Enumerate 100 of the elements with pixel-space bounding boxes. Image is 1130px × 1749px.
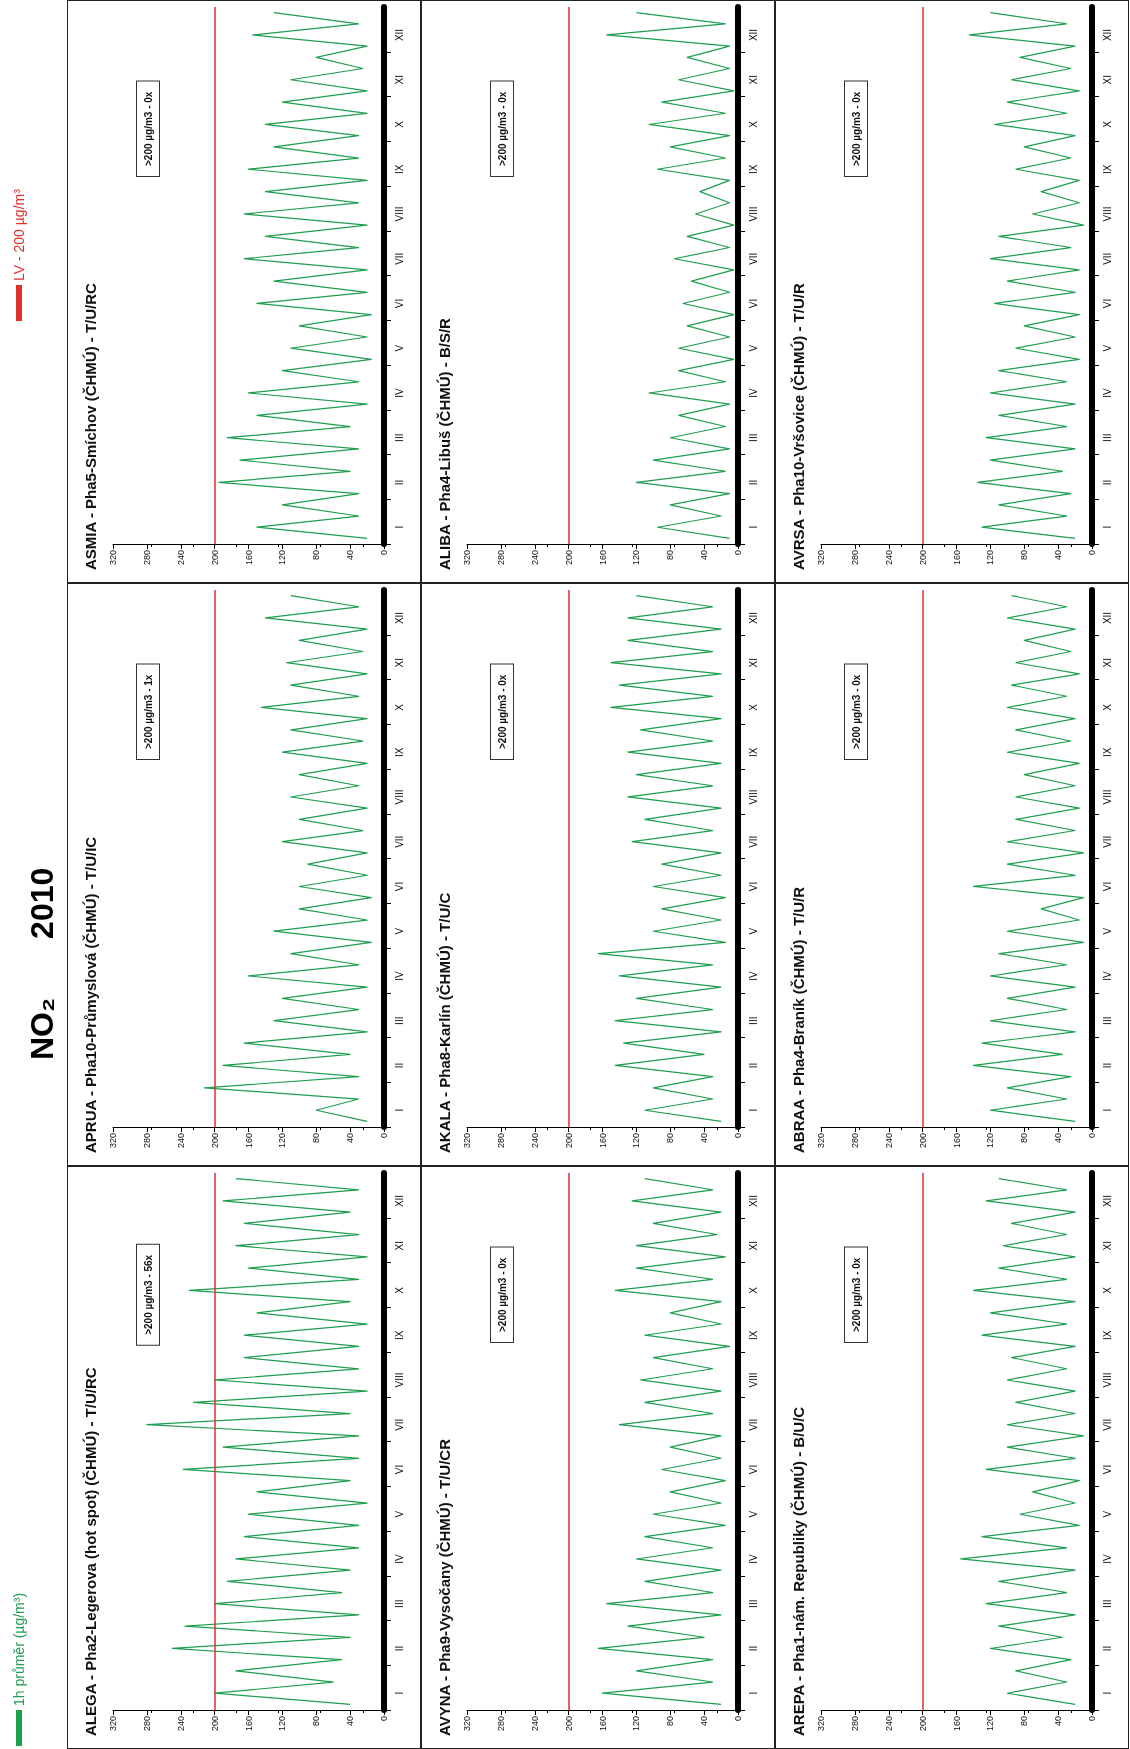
y-tick-label: IV <box>747 970 759 981</box>
x-tick-label: 320 <box>816 1716 826 1732</box>
y-tick-label: V <box>747 1510 759 1518</box>
x-tick-label: 40 <box>699 550 710 561</box>
y-tick-label: IV <box>393 970 405 981</box>
y-tick-label: I <box>393 525 405 529</box>
text: 1h průměr (µg/m³) <box>10 1592 28 1706</box>
x-tick-label: 80 <box>665 1133 676 1144</box>
x-tick-label: 0 <box>733 1133 743 1139</box>
x-tick-label: 320 <box>462 550 472 566</box>
text: ASMIA - Pha5-Smíchov (ČHMÚ) - T/U/RC <box>81 282 99 570</box>
y-tick-label: XII <box>393 611 405 625</box>
y-tick-label: XI <box>393 657 405 668</box>
y-tick-label: VI <box>393 1464 405 1475</box>
y-tick-label: IX <box>747 1330 759 1340</box>
y-tick-label: IX <box>1101 164 1113 174</box>
y-tick-label: V <box>393 344 405 352</box>
y-tick-label: II <box>393 1062 405 1069</box>
y-tick-label: VIII <box>1101 1372 1113 1388</box>
chart-subtitle: NO₂ 2010 <box>23 867 61 1060</box>
x-tick-label: 80 <box>311 1133 322 1144</box>
y-tick-label: III <box>1101 1599 1113 1608</box>
annotation: >200 µg/m3 - 0x <box>850 674 862 750</box>
x-tick-label: 200 <box>563 1716 574 1732</box>
y-tick-label: VIII <box>393 206 405 222</box>
x-tick-label: 240 <box>883 550 894 566</box>
y-tick-label: XI <box>747 1240 759 1251</box>
y-tick-label: II <box>747 1062 759 1069</box>
x-tick-label: 280 <box>141 550 152 566</box>
y-tick-label: III <box>393 1016 405 1025</box>
y-tick-label: V <box>1101 1510 1113 1518</box>
annotation: >200 µg/m3 - 56x <box>142 1254 154 1335</box>
x-tick-label: 280 <box>849 550 860 566</box>
x-tick-label: 120 <box>631 550 642 566</box>
x-tick-label: 200 <box>209 1716 220 1732</box>
x-tick-label: 280 <box>495 550 506 566</box>
y-tick-label: IV <box>747 387 759 398</box>
x-tick-label: 0 <box>379 550 389 556</box>
y-tick-label: III <box>747 1599 759 1608</box>
y-tick-label: II <box>1101 1645 1113 1652</box>
text: AREPA - Pha1-nám. Republiky (ČHMÚ) - B/U/C <box>789 1406 807 1736</box>
y-tick-label: XII <box>747 611 759 625</box>
y-tick-label: VI <box>747 881 759 892</box>
y-tick-label: X <box>393 120 405 128</box>
text: AVYNA - Pha9-Vysočany (ČHMÚ) - T/U/CR <box>435 1438 453 1736</box>
x-tick-label: 0 <box>733 550 743 556</box>
y-tick-label: IV <box>747 1553 759 1564</box>
y-tick-label: XI <box>1101 657 1113 668</box>
y-tick-label: X <box>747 1286 759 1294</box>
annotation: >200 µg/m3 - 0x <box>496 1257 508 1333</box>
x-tick-label: 160 <box>243 1133 254 1149</box>
x-tick-label: 280 <box>141 1133 152 1149</box>
x-tick-label: 280 <box>495 1716 506 1732</box>
y-tick-label: XI <box>747 657 759 668</box>
y-tick-label: IX <box>1101 1330 1113 1340</box>
y-tick-label: IV <box>1101 387 1113 398</box>
y-tick-label: V <box>393 1510 405 1518</box>
y-tick-label: II <box>393 1645 405 1652</box>
y-tick-label: VIII <box>393 1372 405 1388</box>
y-tick-label: XII <box>393 28 405 42</box>
x-tick-label: 200 <box>917 1716 928 1732</box>
y-tick-label: XI <box>393 1240 405 1251</box>
y-tick-label: VII <box>393 1418 405 1431</box>
x-tick-label: 160 <box>597 1716 608 1732</box>
y-tick-label: III <box>747 433 759 442</box>
text: APRUA - Pha10-Průmyslová (ČHMÚ) - T/U/IC <box>81 836 99 1153</box>
y-tick-label: III <box>1101 433 1113 442</box>
y-tick-label: III <box>1101 1016 1113 1025</box>
y-tick-label: IV <box>1101 970 1113 981</box>
y-tick-label: XI <box>1101 1240 1113 1251</box>
y-tick-label: X <box>1101 1286 1113 1294</box>
x-tick-label: 120 <box>277 550 288 566</box>
annotation: >200 µg/m3 - 0x <box>850 91 862 167</box>
x-tick-label: 80 <box>1019 550 1030 561</box>
x-tick-label: 0 <box>1087 1716 1097 1722</box>
x-tick-label: 240 <box>175 1716 186 1732</box>
x-tick-label: 0 <box>379 1716 389 1722</box>
y-tick-label: II <box>747 1645 759 1652</box>
x-tick-label: 40 <box>345 1716 356 1727</box>
y-tick-label: X <box>393 703 405 711</box>
x-tick-label: 0 <box>733 1716 743 1722</box>
x-tick-label: 120 <box>631 1133 642 1149</box>
x-tick-label: 0 <box>379 1133 389 1139</box>
y-tick-label: I <box>1101 1108 1113 1112</box>
x-tick-label: 40 <box>345 1133 356 1144</box>
x-tick-label: 320 <box>816 550 826 566</box>
y-tick-label: VIII <box>393 789 405 805</box>
y-tick-label: X <box>1101 120 1113 128</box>
text: ABRAA - Pha4-Braník (ČHMÚ) - T/U/R <box>789 886 807 1153</box>
x-tick-label: 200 <box>563 550 574 566</box>
x-tick-label: 240 <box>175 550 186 566</box>
y-tick-label: I <box>747 1691 759 1695</box>
y-tick-label: V <box>393 927 405 935</box>
annotation: >200 µg/m3 - 0x <box>850 1257 862 1333</box>
x-tick-label: 160 <box>243 550 254 566</box>
y-tick-label: VII <box>1101 835 1113 848</box>
x-tick-label: 240 <box>529 550 540 566</box>
x-tick-label: 320 <box>108 1133 118 1149</box>
y-tick-label: III <box>393 433 405 442</box>
y-tick-label: X <box>1101 703 1113 711</box>
